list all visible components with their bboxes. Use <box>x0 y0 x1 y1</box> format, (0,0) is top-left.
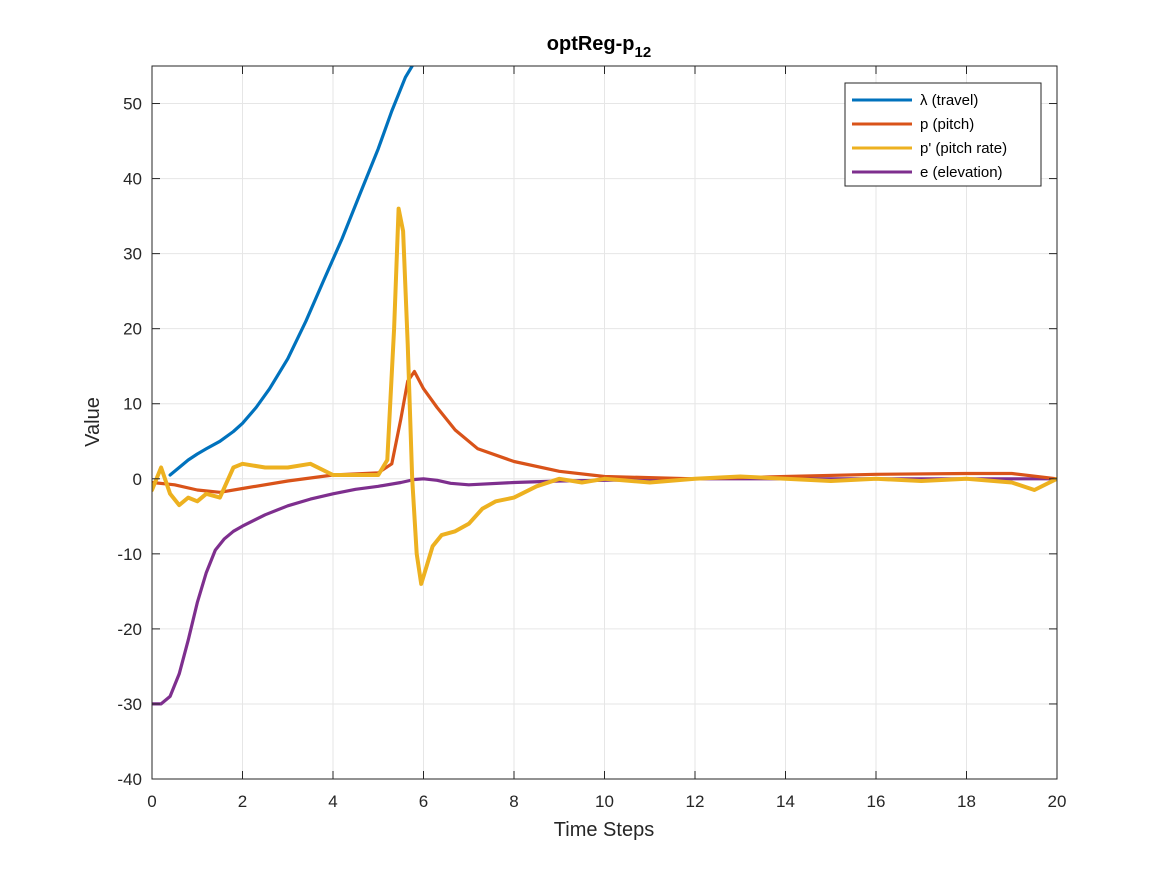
x-axis-label: Time Steps <box>554 819 654 841</box>
y-tick-label: 0 <box>133 470 142 489</box>
legend-entry-label: p' (pitch rate) <box>920 140 1007 157</box>
legend-entry-label: e (elevation) <box>920 164 1003 181</box>
chart-title: optReg-p12 <box>547 33 651 61</box>
axis-ticks: 0 2 4 6 8 10 12 14 16 18 20 -40 -30 -20 -10 0 10 20 30 40 50 <box>117 66 1066 811</box>
chart-title-subscript: 12 <box>635 44 652 61</box>
x-tick-label: 16 <box>867 792 886 811</box>
x-tick-label: 4 <box>328 792 337 811</box>
x-tick-label: 10 <box>595 792 614 811</box>
y-tick-label: 10 <box>123 395 142 414</box>
series-line-travel <box>168 66 415 477</box>
x-tick-label: 14 <box>776 792 795 811</box>
y-tick-label: 20 <box>123 320 142 339</box>
x-tick-label: 8 <box>509 792 518 811</box>
y-tick-label: -10 <box>117 545 142 564</box>
chart-title-main: optReg-p <box>547 33 635 55</box>
y-tick-label: 50 <box>123 95 142 114</box>
x-tick-label: 20 <box>1048 792 1067 811</box>
series-line-p-pitch-rate <box>152 206 1057 586</box>
legend: λ (travel) p (pitch) p' (pitch rate) e (ele… <box>844 82 1042 187</box>
y-tick-label: 40 <box>123 170 142 189</box>
y-tick-label: -30 <box>117 695 142 714</box>
legend-entry-label: p (pitch) <box>920 116 974 133</box>
y-tick-label: 30 <box>123 245 142 264</box>
y-axis-label: Value <box>82 397 104 447</box>
y-tick-label: -40 <box>117 770 142 789</box>
x-tick-label: 18 <box>957 792 976 811</box>
x-tick-label: 12 <box>686 792 705 811</box>
x-tick-label: 6 <box>419 792 428 811</box>
y-tick-label: -20 <box>117 620 142 639</box>
x-tick-label: 2 <box>238 792 247 811</box>
legend-entry-label: λ (travel) <box>920 92 978 109</box>
x-tick-label: 0 <box>147 792 156 811</box>
series-line-p-pitch <box>152 369 1057 494</box>
series-lines <box>152 66 1057 706</box>
